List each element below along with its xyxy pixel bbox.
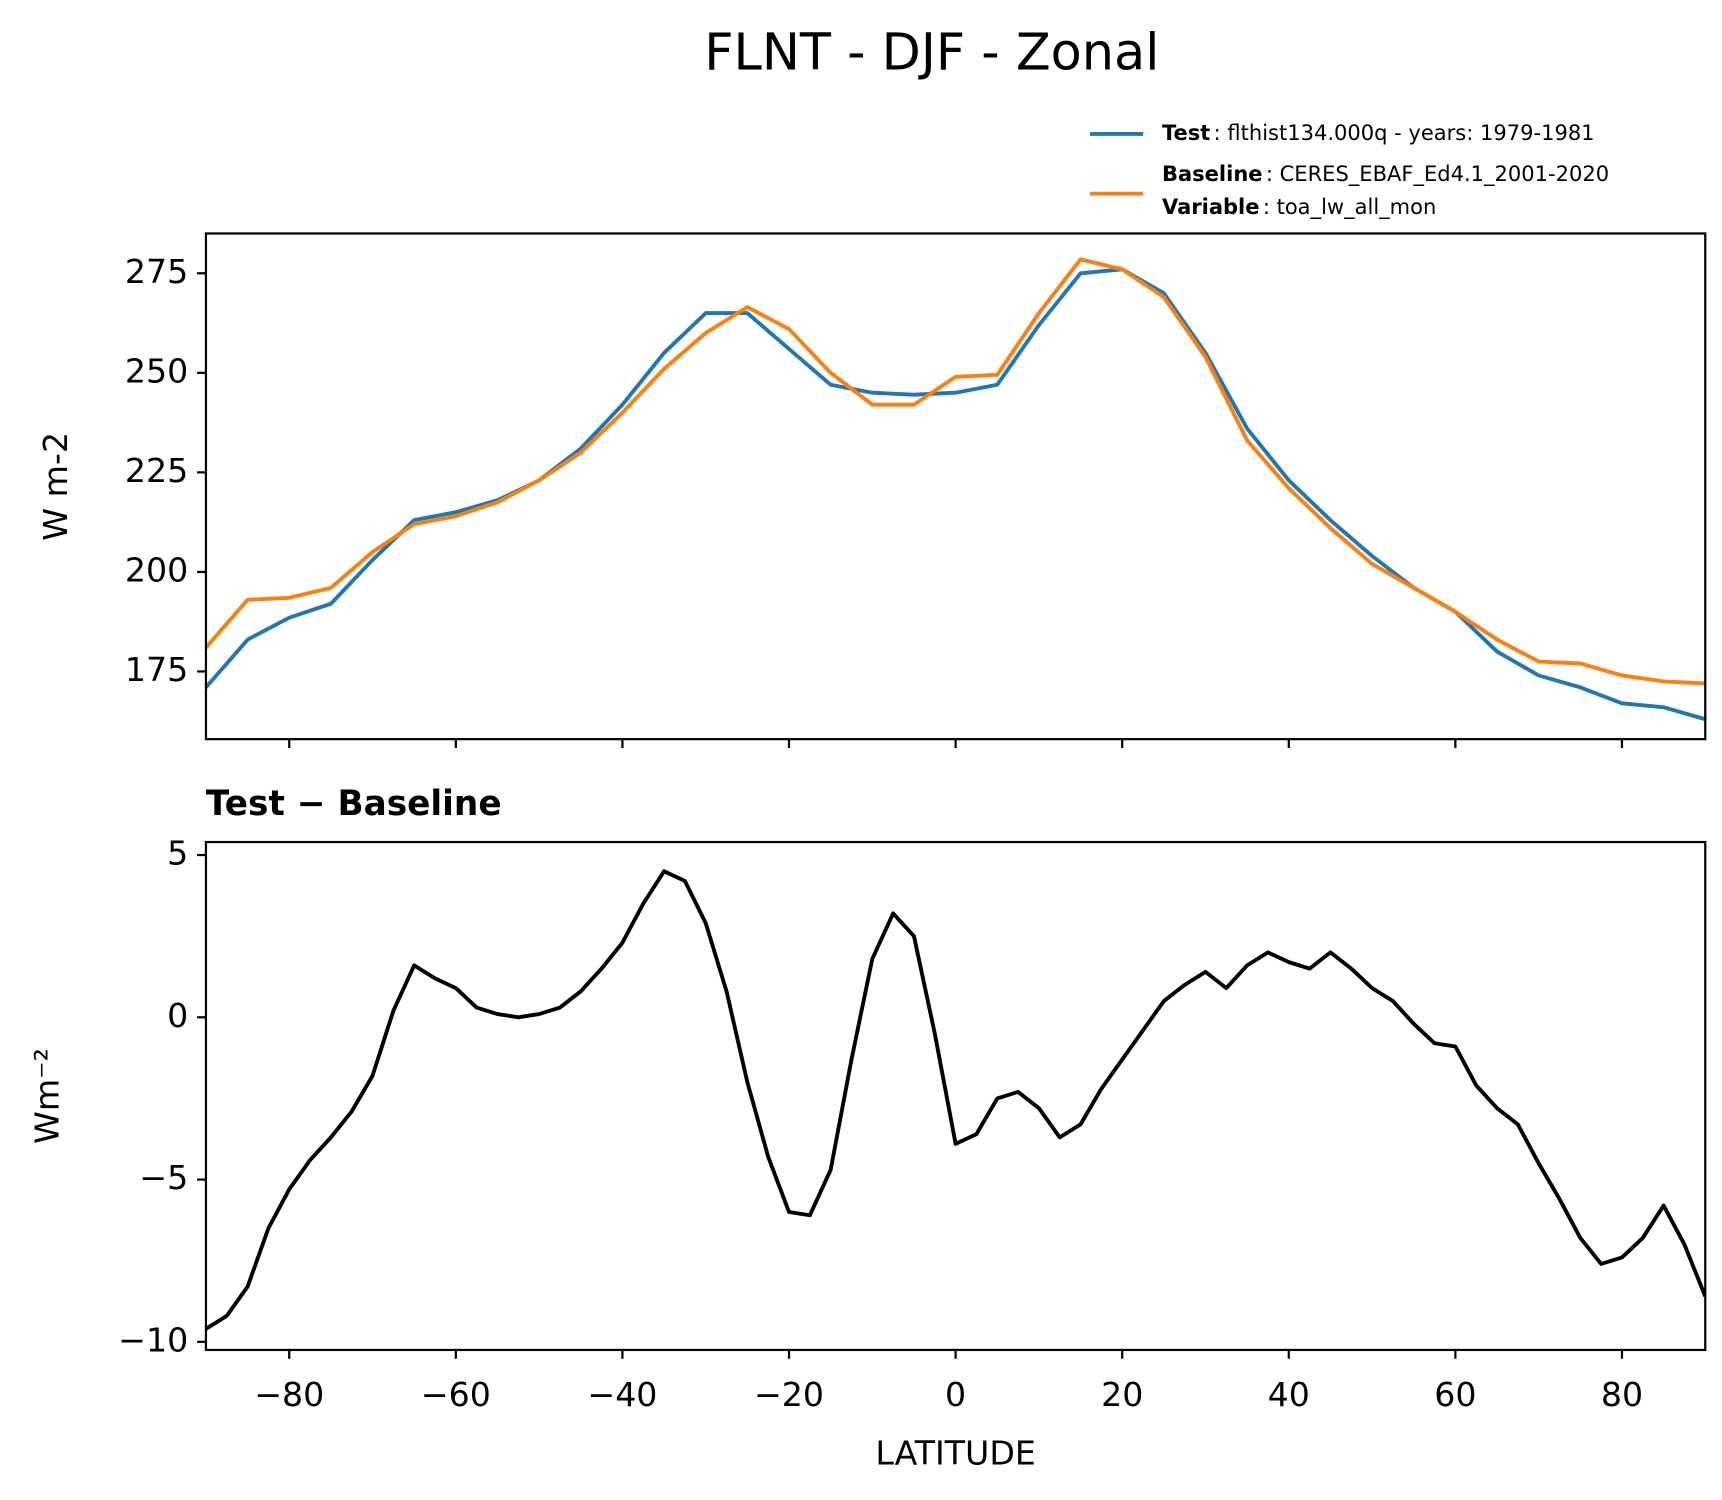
legend-name: Test	[1162, 120, 1210, 145]
y-axis-label: Wm⁻²	[27, 1048, 66, 1144]
y-tick-label: 200	[125, 550, 188, 589]
x-axis-label: LATITUDE	[875, 1434, 1036, 1473]
x-tick-label: 0	[945, 1375, 966, 1414]
legend-name: Baseline	[1162, 161, 1263, 186]
legend-text: : flthist134.000q - years: 1979-1981	[1214, 120, 1595, 145]
data-line	[205, 257, 1706, 686]
x-tick-label: 80	[1601, 1375, 1643, 1414]
x-tick-label: −40	[587, 1375, 657, 1414]
legend-note-name: Variable	[1162, 194, 1260, 219]
x-tick-label: −80	[254, 1375, 324, 1414]
y-axis-label: W m-2	[36, 432, 75, 541]
y-tick-label: 0	[167, 996, 188, 1035]
y-tick-label: −10	[118, 1320, 188, 1359]
plot-area	[205, 869, 1706, 1331]
y-tick-label: 275	[125, 252, 188, 291]
x-tick-label: −60	[421, 1375, 491, 1414]
legend-text: : CERES_EBAF_Ed4.1_2001-2020	[1266, 161, 1609, 186]
y-tick-label: 225	[125, 451, 188, 490]
subplot-title: Test − Baseline	[206, 784, 502, 824]
x-tick-label: 20	[1101, 1375, 1143, 1414]
legend-note-text: : toa_lw_all_mon	[1263, 194, 1437, 219]
legend-label: Baseline: CERES_EBAF_Ed4.1_2001-2020	[1162, 161, 1609, 186]
x-tick-label: −20	[754, 1375, 824, 1414]
chart-title: FLNT - DJF - Zonal	[704, 23, 1159, 82]
axes-frame	[204, 840, 1707, 1352]
y-tick-label: 5	[167, 834, 188, 873]
y-tick-label: 175	[125, 650, 188, 689]
data-line	[205, 869, 1706, 1331]
x-tick-label: 40	[1268, 1375, 1310, 1414]
x-tick-label: 60	[1434, 1375, 1476, 1414]
plot-area	[205, 257, 1706, 722]
y-tick-label: 250	[125, 351, 188, 390]
y-tick-label: −5	[139, 1158, 188, 1197]
legend-label: Test: flthist134.000q - years: 1979-1981	[1162, 120, 1595, 145]
axes-frame	[204, 232, 1707, 741]
legend-note: Variable: toa_lw_all_mon	[1162, 194, 1436, 219]
